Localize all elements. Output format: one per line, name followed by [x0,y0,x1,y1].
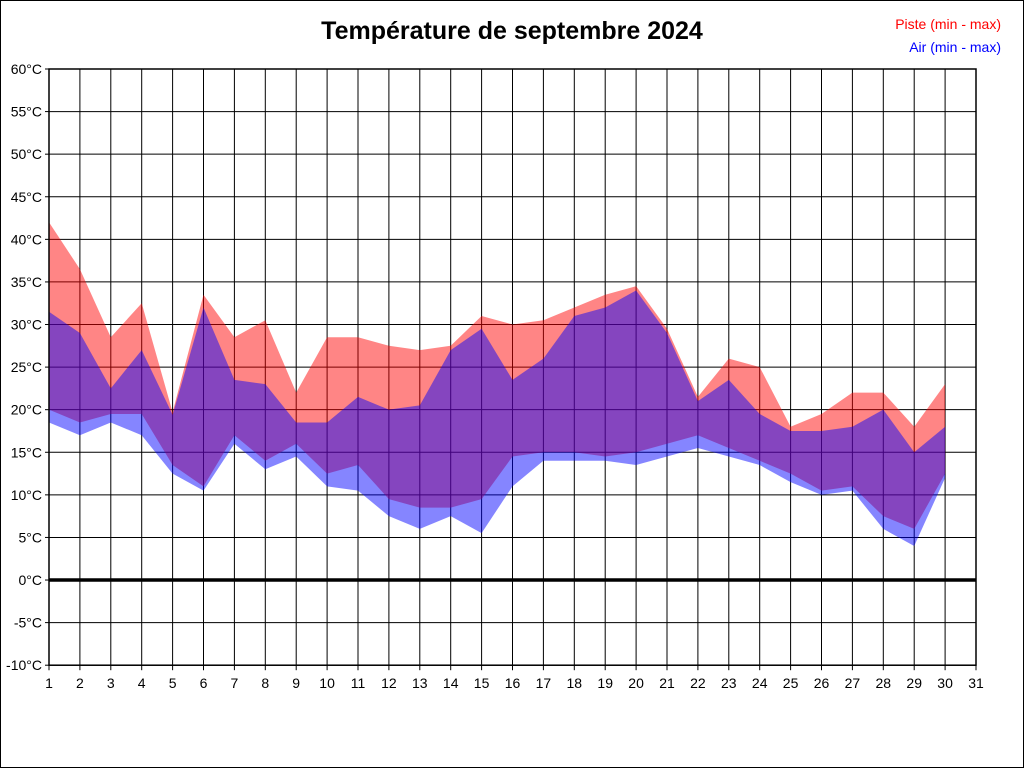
x-tick-label: 20 [628,675,644,691]
y-tick-label: -5°C [14,615,42,631]
x-tick-label: 16 [505,675,521,691]
x-tick-label: 22 [690,675,706,691]
plot-border [48,68,977,666]
x-tick-label: 5 [169,675,177,691]
x-tick-label: 15 [474,675,490,691]
x-tick-label: 11 [351,675,366,691]
y-tick-label: 60°C [11,61,42,77]
y-tick-label: 5°C [19,529,43,545]
x-tick-label: 29 [906,675,922,691]
x-tick-label: 31 [968,675,984,691]
x-tick-label: 28 [876,675,892,691]
y-tick-label: 50°C [11,146,42,162]
x-tick-label: 4 [138,675,146,691]
x-tick-label: 7 [231,675,239,691]
x-tick-label: 9 [292,675,300,691]
legend-piste-label: Piste (min - max) [895,16,1001,32]
x-tick-label: 23 [721,675,737,691]
x-tick-label: 27 [845,675,861,691]
y-tick-label: 25°C [11,359,42,375]
x-tick-label: 30 [937,675,953,691]
legend-air-label: Air (min - max) [909,39,1001,55]
x-tick-label: 26 [814,675,830,691]
x-tick-label: 13 [412,675,428,691]
y-tick-label: 15°C [11,444,42,460]
y-tick-label: 30°C [11,317,42,333]
x-tick-label: 14 [443,675,459,691]
x-tick-label: 21 [659,675,675,691]
chart-title: Température de septembre 2024 [321,17,703,45]
y-tick-label: 55°C [11,104,42,120]
x-tick-label: 18 [567,675,583,691]
x-tick-label: 25 [783,675,799,691]
x-tick-label: 19 [597,675,613,691]
x-tick-label: 12 [381,675,397,691]
x-tick-label: 10 [319,675,335,691]
y-tick-label: 35°C [11,274,42,290]
x-tick-label: 8 [261,675,269,691]
air-minmax-band [49,290,946,546]
x-tick-label: 3 [107,675,115,691]
x-tick-label: 24 [752,675,768,691]
y-tick-label: 10°C [11,487,42,503]
x-tick-label: 17 [536,675,552,691]
x-tick-label: 2 [76,675,84,691]
y-tick-label: -10°C [6,657,42,673]
y-tick-label: 45°C [11,189,42,205]
piste-minmax-band [49,222,946,529]
y-tick-label: 40°C [11,231,42,247]
y-tick-label: 0°C [19,572,43,588]
chart-legend: Piste (min - max) Air (min - max) [895,13,1001,59]
x-tick-label: 6 [200,675,208,691]
y-tick-label: 20°C [11,402,42,418]
x-tick-label: 1 [45,675,53,691]
